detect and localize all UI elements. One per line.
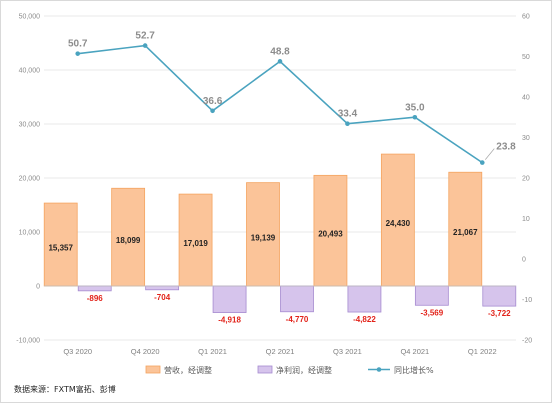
net-profit-data-label: -4,770 bbox=[286, 315, 309, 324]
net-profit-bar bbox=[414, 285, 449, 306]
revenue-bar bbox=[111, 187, 146, 287]
legend-net-profit-swatch bbox=[257, 365, 273, 374]
yoy-data-label: 48.8 bbox=[270, 46, 290, 57]
y-right-tick-label: -20 bbox=[522, 338, 532, 345]
revenue-bar bbox=[246, 182, 280, 287]
legend-yoy-marker bbox=[376, 367, 382, 372]
yoy-marker bbox=[210, 108, 215, 114]
yoy-data-label: 23.8 bbox=[496, 142, 516, 153]
net-profit-bar bbox=[280, 285, 314, 313]
revenue-data-label: 24,430 bbox=[386, 219, 411, 228]
yoy-leader-line bbox=[485, 148, 495, 160]
net-profit-bar bbox=[212, 285, 247, 313]
y-left-tick-label: 50,000 bbox=[19, 14, 41, 21]
x-tick-label: Q4 2021 bbox=[400, 347, 429, 356]
legend-yoy-label: 同比增长% bbox=[394, 365, 434, 375]
yoy-marker bbox=[479, 160, 485, 165]
yoy-data-label: 35.0 bbox=[405, 102, 425, 113]
legend-net-profit-label: 净利润，经调整 bbox=[276, 365, 332, 375]
x-tick-label: Q1 2021 bbox=[198, 347, 227, 356]
net-profit-data-label: -896 bbox=[87, 294, 104, 303]
y-right-tick-label: 0 bbox=[522, 257, 526, 264]
x-tick-label: Q2 2021 bbox=[266, 347, 295, 356]
y-left-tick-label: 40,000 bbox=[19, 68, 41, 75]
x-tick-label: Q4 2020 bbox=[131, 347, 160, 356]
yoy-marker bbox=[142, 43, 148, 48]
yoy-marker bbox=[277, 59, 283, 64]
legend-revenue-swatch bbox=[145, 365, 161, 374]
legend-revenue-label: 营收，经调整 bbox=[164, 365, 212, 375]
net-profit-data-label: -3,569 bbox=[421, 308, 444, 317]
yoy-data-label: 33.4 bbox=[338, 109, 358, 120]
revenue-data-label: 18,099 bbox=[116, 236, 141, 245]
x-tick-label: Q3 2021 bbox=[333, 347, 362, 356]
y-left-tick-label: 0 bbox=[36, 284, 40, 291]
source-note: 数据来源：FXTM富拓、彭博 bbox=[14, 385, 116, 394]
net-profit-data-label: -4,822 bbox=[353, 315, 376, 324]
net-profit-bar bbox=[77, 285, 112, 292]
y-left-tick-label: 10,000 bbox=[19, 230, 41, 237]
y-right-tick-label: 60 bbox=[522, 14, 530, 21]
net-profit-data-label: -3,722 bbox=[488, 309, 511, 318]
y-left-tick-label: 30,000 bbox=[19, 122, 41, 129]
y-right-tick-label: -10 bbox=[522, 297, 532, 304]
x-tick-label: Q3 2020 bbox=[63, 347, 92, 356]
revenue-bar bbox=[313, 174, 348, 287]
revenue-bar bbox=[448, 171, 483, 287]
yoy-data-label: 52.7 bbox=[135, 31, 155, 42]
revenue-data-label: 20,493 bbox=[318, 230, 343, 239]
revenue-bar bbox=[178, 193, 213, 287]
y-right-tick-label: 20 bbox=[522, 176, 530, 183]
net-profit-bar bbox=[145, 285, 180, 291]
revenue-data-label: 21,067 bbox=[453, 228, 478, 237]
yoy-marker bbox=[75, 51, 81, 56]
y-right-tick-label: 50 bbox=[522, 54, 530, 61]
net-profit-bar bbox=[482, 285, 517, 307]
y-right-tick-label: 30 bbox=[522, 135, 530, 142]
net-profit-data-label: -4,918 bbox=[218, 316, 241, 325]
y-left-tick-label: -10,000 bbox=[16, 338, 40, 345]
y-right-tick-label: 40 bbox=[522, 95, 530, 102]
net-profit-bar bbox=[347, 285, 382, 313]
yoy-data-label: 50.7 bbox=[68, 39, 88, 50]
revenue-data-label: 15,357 bbox=[48, 244, 73, 253]
revenue-data-label: 19,139 bbox=[251, 233, 276, 242]
y-left-tick-label: 20,000 bbox=[19, 176, 41, 183]
y-right-tick-label: 10 bbox=[522, 216, 530, 223]
revenue-data-label: 17,019 bbox=[183, 239, 208, 248]
yoy-data-label: 36.6 bbox=[203, 96, 223, 107]
net-profit-data-label: -704 bbox=[154, 293, 171, 302]
yoy-marker bbox=[345, 121, 350, 127]
x-tick-label: Q1 2022 bbox=[468, 347, 497, 356]
yoy-marker bbox=[412, 114, 418, 120]
revenue-bar bbox=[380, 153, 415, 287]
